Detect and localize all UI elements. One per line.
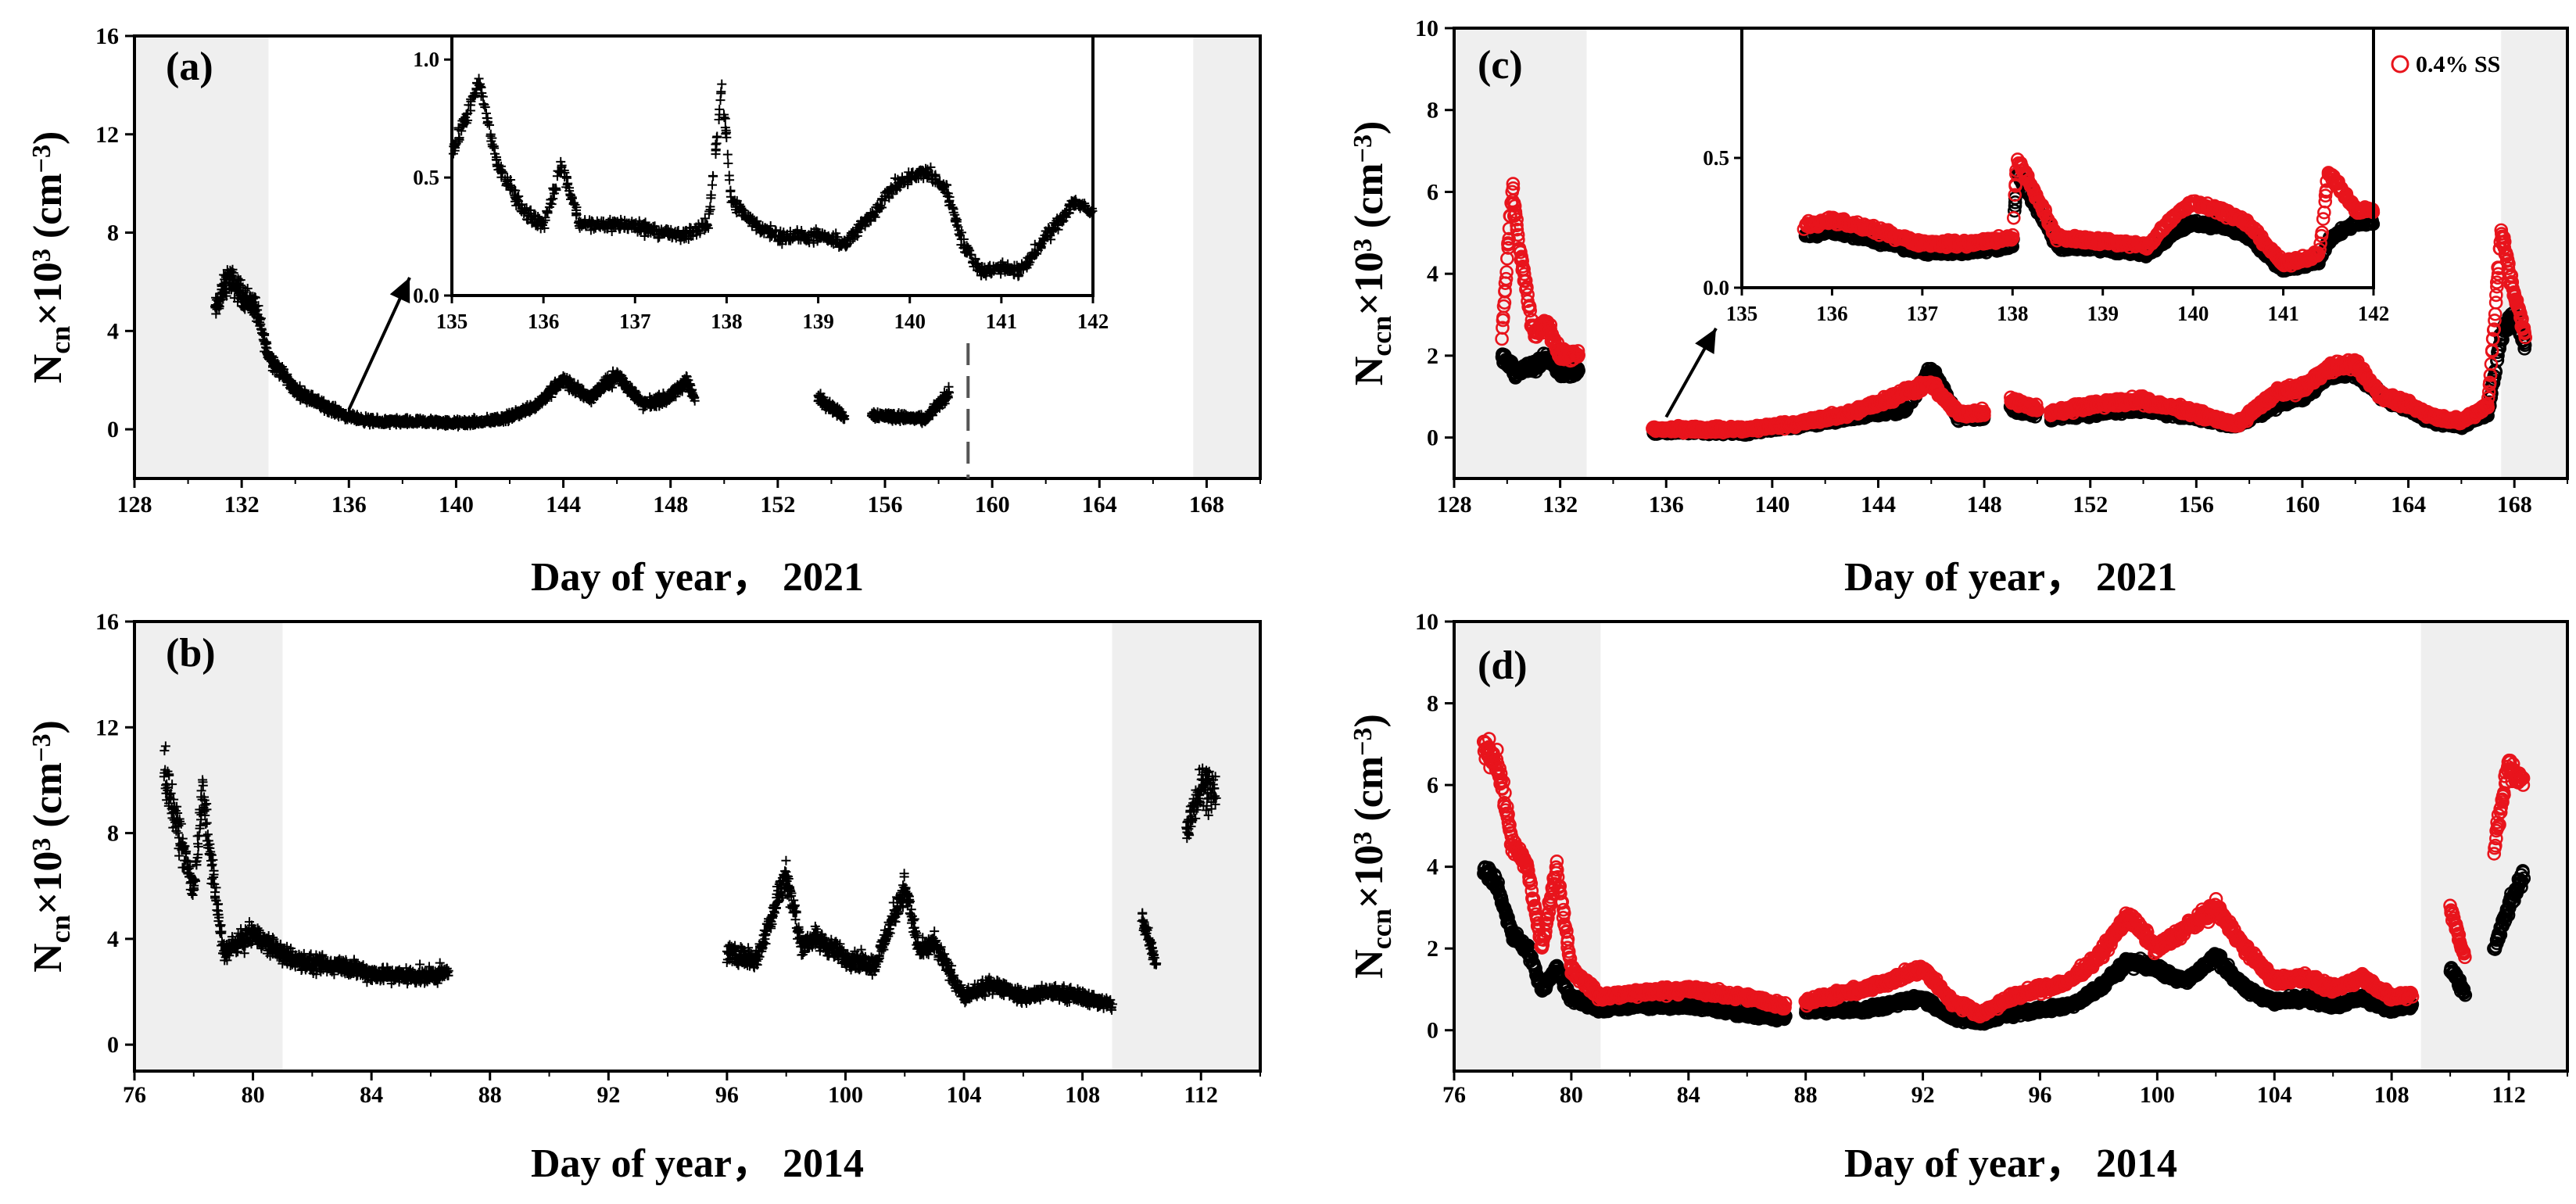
y-axis-label: Ncn×103 (cm−3): [26, 131, 76, 384]
n-cn-point: [253, 301, 263, 311]
n-cn-point: [242, 284, 253, 294]
inset-x-tick-label: 135: [436, 310, 468, 333]
x-tick-label: 148: [653, 492, 688, 518]
inset-x-tick-label: 140: [894, 310, 926, 333]
y-tick-label: 0: [107, 417, 119, 443]
shaded-region: [1193, 36, 1260, 478]
panel-a: 128 132 136 140 144 148 152 156 160 164 168 0 4 8 12 16…: [26, 23, 1262, 600]
inset-x-tick-label: 141: [986, 310, 1018, 333]
x-tick-label: 128: [117, 492, 152, 518]
x-tick-label: 144: [546, 492, 581, 518]
shaded-region: [134, 36, 269, 478]
x-tick-label: 164: [1082, 492, 1117, 518]
inset-x-tick-label: 142: [1077, 310, 1109, 333]
n-cn-point: [781, 855, 791, 865]
inset-x-tick-label: 139: [802, 310, 834, 333]
inset-y-tick-label: 0.5: [413, 166, 439, 189]
x-tick-label: 168: [1189, 492, 1224, 518]
inset-x-tick-label: 137: [619, 310, 651, 333]
x-tick-label: 160: [975, 492, 1010, 518]
x-tick-label: 156: [868, 492, 903, 518]
x-tick-label: 152: [760, 492, 795, 518]
data-points: [159, 741, 1221, 1015]
n-cn-point: [435, 958, 445, 968]
y-tick-label: 4: [107, 318, 119, 344]
inset-x-tick-label: 136: [528, 310, 560, 333]
y-tick-label: 8: [107, 220, 119, 246]
x-tick-label: 136: [331, 492, 367, 518]
shaded-region: [1112, 622, 1260, 1071]
n-cn-point: [930, 926, 940, 937]
inset: 135 136 137 138 139 140 141 142 0.0 0.5 1.0: [413, 34, 1109, 333]
n-cn-point: [221, 291, 231, 301]
n-cn-point: [235, 280, 245, 290]
inset-y-tick-label: 1.0: [413, 48, 439, 71]
x-tick-label: 140: [439, 492, 474, 518]
y-tick-label: 12: [95, 122, 119, 148]
n-cn-point: [256, 314, 266, 324]
data-points: [210, 264, 955, 432]
n-cn-point: [260, 329, 270, 339]
y-tick-label: 16: [95, 23, 119, 49]
inset-x-tick-label: 138: [711, 310, 743, 333]
x-tick-label: 132: [224, 492, 260, 518]
x-axis-label: Day of year， 2021: [531, 555, 864, 600]
n-cn-point: [214, 301, 224, 311]
panel-label: (a): [166, 45, 213, 89]
inset-background: [452, 36, 1093, 296]
n-cn-point: [250, 292, 260, 303]
inset-y-tick-label: 0.0: [413, 284, 439, 307]
